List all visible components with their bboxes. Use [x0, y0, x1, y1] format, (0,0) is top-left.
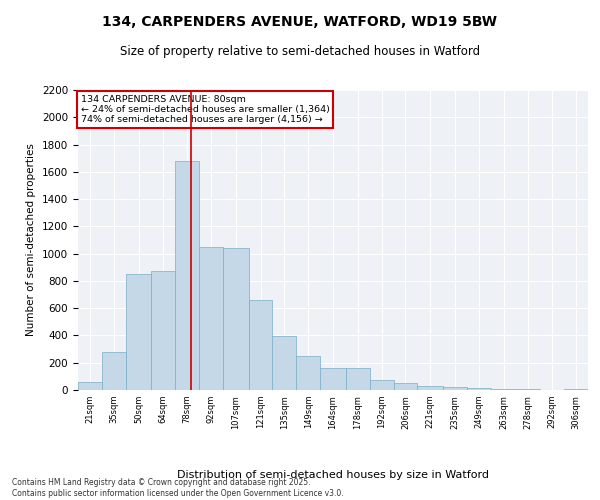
Text: Size of property relative to semi-detached houses in Watford: Size of property relative to semi-detach… — [120, 45, 480, 58]
Text: 134, CARPENDERS AVENUE, WATFORD, WD19 5BW: 134, CARPENDERS AVENUE, WATFORD, WD19 5B… — [103, 15, 497, 29]
Bar — [248, 300, 272, 390]
Bar — [102, 352, 126, 390]
Bar — [418, 386, 443, 390]
Bar — [199, 247, 223, 390]
Bar — [491, 389, 517, 390]
Bar — [126, 274, 151, 390]
Bar — [394, 383, 418, 390]
Bar — [320, 368, 346, 390]
Bar — [370, 380, 394, 390]
Bar — [78, 382, 102, 390]
Y-axis label: Number of semi-detached properties: Number of semi-detached properties — [26, 144, 37, 336]
Bar — [175, 161, 199, 390]
Text: 134 CARPENDERS AVENUE: 80sqm
← 24% of semi-detached houses are smaller (1,364)
7: 134 CARPENDERS AVENUE: 80sqm ← 24% of se… — [80, 94, 329, 124]
Bar — [346, 368, 370, 390]
X-axis label: Distribution of semi-detached houses by size in Watford: Distribution of semi-detached houses by … — [177, 470, 489, 480]
Text: Contains HM Land Registry data © Crown copyright and database right 2025.
Contai: Contains HM Land Registry data © Crown c… — [12, 478, 344, 498]
Bar — [272, 336, 296, 390]
Bar — [467, 388, 491, 390]
Bar — [223, 248, 248, 390]
Bar — [151, 272, 175, 390]
Bar — [443, 386, 467, 390]
Bar — [296, 356, 320, 390]
